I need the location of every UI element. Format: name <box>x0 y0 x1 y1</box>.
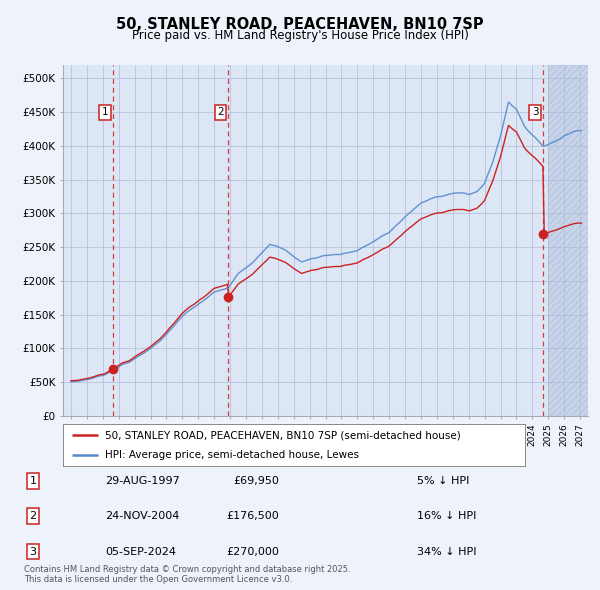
Text: 29-AUG-1997: 29-AUG-1997 <box>105 476 180 486</box>
Text: £176,500: £176,500 <box>226 512 279 521</box>
Text: 1: 1 <box>102 107 109 117</box>
Text: Price paid vs. HM Land Registry's House Price Index (HPI): Price paid vs. HM Land Registry's House … <box>131 29 469 42</box>
Bar <box>548 65 588 416</box>
Text: 3: 3 <box>532 107 538 117</box>
Text: 1: 1 <box>29 476 37 486</box>
Text: £69,950: £69,950 <box>233 476 279 486</box>
Text: 05-SEP-2024: 05-SEP-2024 <box>105 547 176 556</box>
Text: 16% ↓ HPI: 16% ↓ HPI <box>417 512 476 521</box>
Text: 50, STANLEY ROAD, PEACEHAVEN, BN10 7SP (semi-detached house): 50, STANLEY ROAD, PEACEHAVEN, BN10 7SP (… <box>104 430 460 440</box>
Text: Contains HM Land Registry data © Crown copyright and database right 2025.
This d: Contains HM Land Registry data © Crown c… <box>24 565 350 584</box>
Text: 24-NOV-2004: 24-NOV-2004 <box>105 512 179 521</box>
Text: £270,000: £270,000 <box>226 547 279 556</box>
Text: 2: 2 <box>29 512 37 521</box>
Text: 5% ↓ HPI: 5% ↓ HPI <box>417 476 469 486</box>
Text: HPI: Average price, semi-detached house, Lewes: HPI: Average price, semi-detached house,… <box>104 450 359 460</box>
Text: 50, STANLEY ROAD, PEACEHAVEN, BN10 7SP: 50, STANLEY ROAD, PEACEHAVEN, BN10 7SP <box>116 17 484 32</box>
Bar <box>548 65 588 416</box>
Text: 2: 2 <box>217 107 224 117</box>
Text: 3: 3 <box>29 547 37 556</box>
Text: 34% ↓ HPI: 34% ↓ HPI <box>417 547 476 556</box>
